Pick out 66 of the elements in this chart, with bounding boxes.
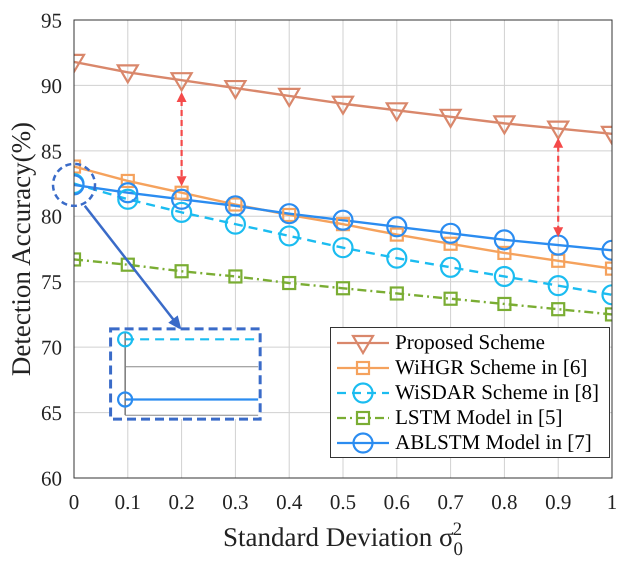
point xyxy=(440,222,462,244)
point xyxy=(224,195,246,216)
point xyxy=(551,302,566,316)
point xyxy=(551,254,566,268)
point xyxy=(224,214,246,235)
point xyxy=(390,228,404,242)
point xyxy=(332,96,354,115)
legend-label: LSTM Model in [5] xyxy=(395,405,563,430)
point xyxy=(440,108,462,128)
point xyxy=(494,266,515,288)
point xyxy=(282,276,296,290)
point xyxy=(497,246,512,260)
point xyxy=(444,292,458,306)
point xyxy=(548,275,569,296)
point xyxy=(224,80,246,100)
point xyxy=(117,188,138,210)
y-tick-label: 95 xyxy=(41,8,62,32)
point xyxy=(278,203,300,224)
point xyxy=(171,202,192,223)
y-tick-label: 70 xyxy=(41,336,62,360)
x-tick-label: 0.8 xyxy=(491,490,518,514)
point xyxy=(278,88,300,107)
point xyxy=(548,234,569,256)
point xyxy=(174,264,189,278)
x-tick-label: 0.7 xyxy=(437,490,464,514)
point xyxy=(278,225,300,247)
x-tick-label: 0.1 xyxy=(114,490,141,514)
point xyxy=(228,269,242,284)
y-tick-label: 60 xyxy=(41,466,62,490)
point xyxy=(386,216,408,238)
y-axis-title: Detection Accuracy(%) xyxy=(6,122,36,376)
point xyxy=(116,64,139,84)
point xyxy=(440,256,462,278)
point xyxy=(494,229,515,250)
point xyxy=(117,182,138,204)
point xyxy=(120,258,135,272)
y-tick-label: 75 xyxy=(41,270,62,294)
x-tick-label: 0 xyxy=(68,490,80,514)
point xyxy=(390,286,404,301)
point xyxy=(170,72,193,92)
y-tick-label: 80 xyxy=(41,204,62,229)
point xyxy=(444,236,458,251)
x-tick-label: 0.6 xyxy=(384,490,410,514)
x-tick-label: 0.9 xyxy=(545,490,572,514)
x-tick-label: 0.4 xyxy=(276,490,303,514)
point xyxy=(493,115,516,134)
point xyxy=(332,237,354,258)
legend-label: WiHGR Scheme in [6] xyxy=(395,355,588,380)
point xyxy=(332,210,354,231)
y-tick-label: 65 xyxy=(41,401,62,426)
x-tick-label: 0.2 xyxy=(168,490,195,514)
x-tick-label: 0.5 xyxy=(330,490,356,514)
point xyxy=(336,281,350,296)
x-tick-label: 1 xyxy=(606,490,618,514)
point xyxy=(386,102,408,122)
point xyxy=(386,248,408,269)
point xyxy=(171,188,192,210)
x-tick-label: 0.3 xyxy=(222,490,249,514)
point xyxy=(547,120,570,140)
y-tick-label: 85 xyxy=(41,139,62,164)
legend-label: WiSDAR Scheme in [8] xyxy=(395,380,599,405)
legend-label: ABLSTM Model in [7] xyxy=(395,430,592,455)
point xyxy=(120,174,135,188)
y-tick-label: 90 xyxy=(41,74,62,98)
point xyxy=(497,296,512,312)
legend-label: Proposed Scheme xyxy=(395,330,546,355)
